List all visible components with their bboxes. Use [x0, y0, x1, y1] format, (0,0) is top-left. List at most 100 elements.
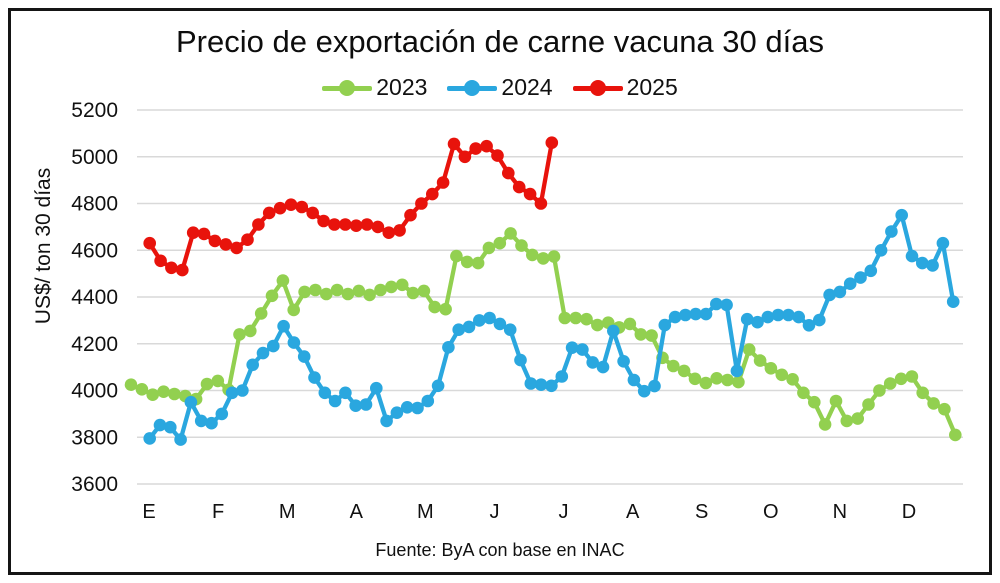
series-2023-point — [547, 250, 561, 263]
series-2024-point — [400, 401, 414, 414]
series-2024-point — [370, 381, 383, 395]
series-2025-point — [545, 136, 559, 149]
series-2024-point — [493, 317, 507, 331]
series-2024-point — [668, 310, 682, 324]
y-tick-label: 4000 — [71, 380, 118, 403]
series-2024-point — [813, 313, 826, 327]
series-2023-point — [320, 287, 333, 301]
series-2023-point — [233, 328, 246, 341]
series-2024-point — [874, 244, 888, 257]
series-2024-point — [761, 310, 775, 324]
series-2023-point — [504, 227, 517, 240]
series-2025-point — [512, 180, 526, 194]
y-tick-label: 5200 — [71, 99, 118, 122]
series-2023-point — [374, 283, 387, 297]
series-2023-point — [244, 324, 257, 338]
series-2023-point — [677, 364, 691, 378]
series-2023-point — [363, 288, 376, 302]
series-2024-point — [565, 341, 579, 355]
legend-label-2025: 2025 — [626, 74, 678, 100]
series-2023-point — [840, 414, 854, 428]
y-tick-label: 4600 — [71, 239, 118, 262]
series-2023-point — [634, 328, 648, 341]
series-2024-point — [503, 323, 517, 337]
series-2025-point — [480, 139, 493, 153]
series-2023-point — [949, 428, 962, 442]
series-2024-point — [421, 394, 435, 408]
legend-item-2025: 2025 — [572, 74, 678, 101]
series-2024-point — [926, 259, 939, 272]
series-2023-point — [254, 307, 268, 320]
series-2023-point — [135, 383, 149, 396]
series-2024-point — [411, 401, 424, 415]
legend-item-2024: 2024 — [447, 74, 553, 101]
series-2023-point — [265, 289, 279, 303]
x-tick-label: O — [763, 501, 779, 523]
series-2024-point — [225, 386, 239, 400]
series-2025-point — [273, 201, 287, 215]
y-tick-label: 3800 — [71, 426, 118, 449]
series-2025-point — [165, 261, 178, 275]
x-tick-label: F — [212, 501, 224, 523]
series-2024-point — [751, 315, 764, 329]
series-2023-point — [883, 377, 897, 390]
series-2024-point — [637, 384, 651, 398]
series-2023-point — [460, 255, 474, 269]
series-2024-point — [854, 271, 867, 284]
series-2024-point — [514, 353, 527, 367]
series-2025-point — [534, 197, 548, 210]
series-2025-point — [230, 241, 243, 255]
series-2024-point — [885, 225, 898, 238]
series-2023-point — [764, 362, 778, 375]
series-2023-point — [938, 402, 951, 416]
y-tick-label: 5000 — [71, 146, 118, 169]
series-2024-point — [143, 432, 156, 445]
series-2023-point — [753, 354, 767, 367]
x-tick-label: A — [350, 501, 364, 523]
series-2023-point — [395, 278, 409, 292]
series-2025-point — [306, 206, 320, 220]
series-2025-point — [219, 238, 233, 251]
series-2025-point — [252, 218, 265, 231]
series-2023-point — [721, 373, 734, 387]
series-2023-point — [927, 397, 940, 410]
series-2023-point — [905, 370, 919, 383]
series-2023-point — [200, 377, 214, 391]
series-2023-point — [439, 302, 452, 316]
legend-marker-2025-icon — [572, 79, 623, 96]
x-tick-label: A — [626, 501, 640, 523]
series-2023-point — [168, 387, 181, 401]
series-2023-point — [417, 284, 431, 298]
series-2025-point — [393, 224, 406, 237]
series-2023-point — [808, 395, 821, 409]
series-2023-point — [406, 286, 420, 300]
series-2024-point — [442, 341, 455, 354]
series-2023-point — [526, 248, 539, 262]
series-2023-point — [309, 283, 322, 297]
series-2023-point — [786, 373, 799, 386]
series-2023-point — [330, 283, 344, 297]
series-2024-point — [318, 386, 332, 400]
series-2025-point — [523, 187, 537, 201]
series-2023-point — [916, 386, 929, 400]
series-2024-point — [256, 346, 270, 360]
series-2024-point — [895, 208, 908, 222]
series-2023-point — [797, 386, 810, 400]
legend-marker-2023-icon — [322, 79, 373, 96]
series-2023-point — [569, 311, 582, 325]
series-2024-point — [339, 386, 352, 400]
series-2024-point — [710, 297, 723, 311]
series-2024-point — [380, 414, 393, 428]
series-2024-point — [905, 249, 919, 263]
series-2023-point — [482, 241, 496, 255]
series-2024-point — [431, 379, 445, 393]
series-2024-point — [215, 407, 229, 421]
series-2023-point — [352, 284, 366, 298]
series-2025-point — [143, 236, 156, 250]
series-2025-point — [382, 226, 396, 239]
series-2024-point — [946, 295, 960, 309]
series-2024-point — [194, 414, 208, 428]
series-2024-point — [287, 336, 301, 349]
y-tick-label: 3600 — [71, 473, 118, 496]
series-2023-point — [667, 359, 680, 373]
